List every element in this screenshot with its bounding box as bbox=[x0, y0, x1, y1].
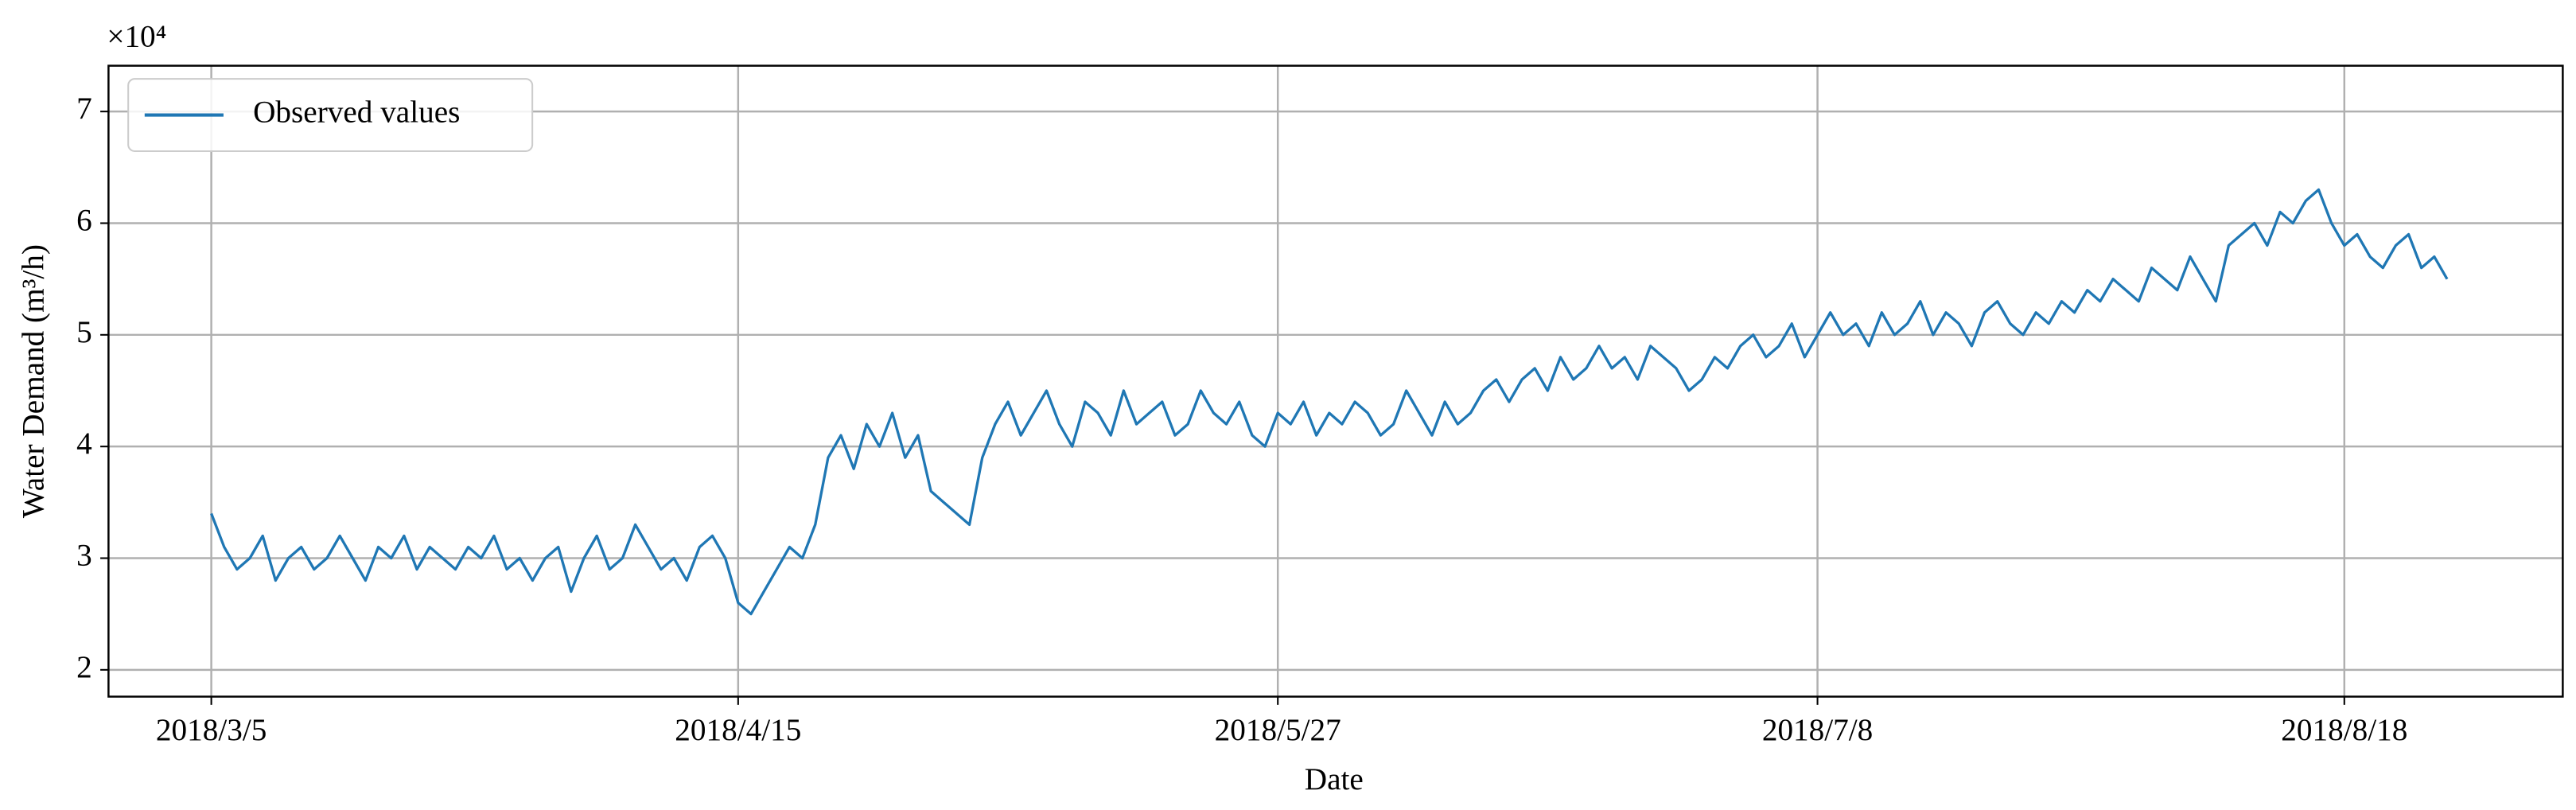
x-tick-label: 2018/3/5 bbox=[156, 713, 267, 747]
plot-frame bbox=[107, 64, 2564, 698]
x-tick-label: 2018/4/15 bbox=[675, 713, 801, 747]
y-axis-label: Water Demand (m³/h) bbox=[17, 244, 51, 518]
y-tick-label: 4 bbox=[76, 426, 92, 461]
x-axis-label: Date bbox=[1305, 762, 1364, 796]
x-tick-label: 2018/8/18 bbox=[2281, 713, 2407, 747]
y-tick-label: 2 bbox=[76, 650, 92, 684]
grid bbox=[108, 65, 2563, 697]
y-tick-label: 7 bbox=[76, 92, 92, 126]
y-tick-label: 6 bbox=[76, 203, 92, 237]
y-tick-label: 3 bbox=[76, 538, 92, 572]
legend-label: Observed values bbox=[253, 95, 460, 130]
plot bbox=[210, 188, 2449, 616]
legend: Observed values bbox=[127, 78, 534, 153]
data-line bbox=[210, 188, 2449, 616]
y-offset-label: ×10⁴ bbox=[107, 20, 166, 54]
y-tick-label: 5 bbox=[76, 315, 92, 349]
axes: 2 3 4 5 6 7 2018/3/5 2018/4/15 2018/5/27 2018/7/8… bbox=[76, 92, 2407, 747]
x-tick-label: 2018/7/8 bbox=[1762, 713, 1873, 747]
x-tick-label: 2018/5/27 bbox=[1215, 713, 1341, 747]
legend-box bbox=[127, 78, 534, 153]
